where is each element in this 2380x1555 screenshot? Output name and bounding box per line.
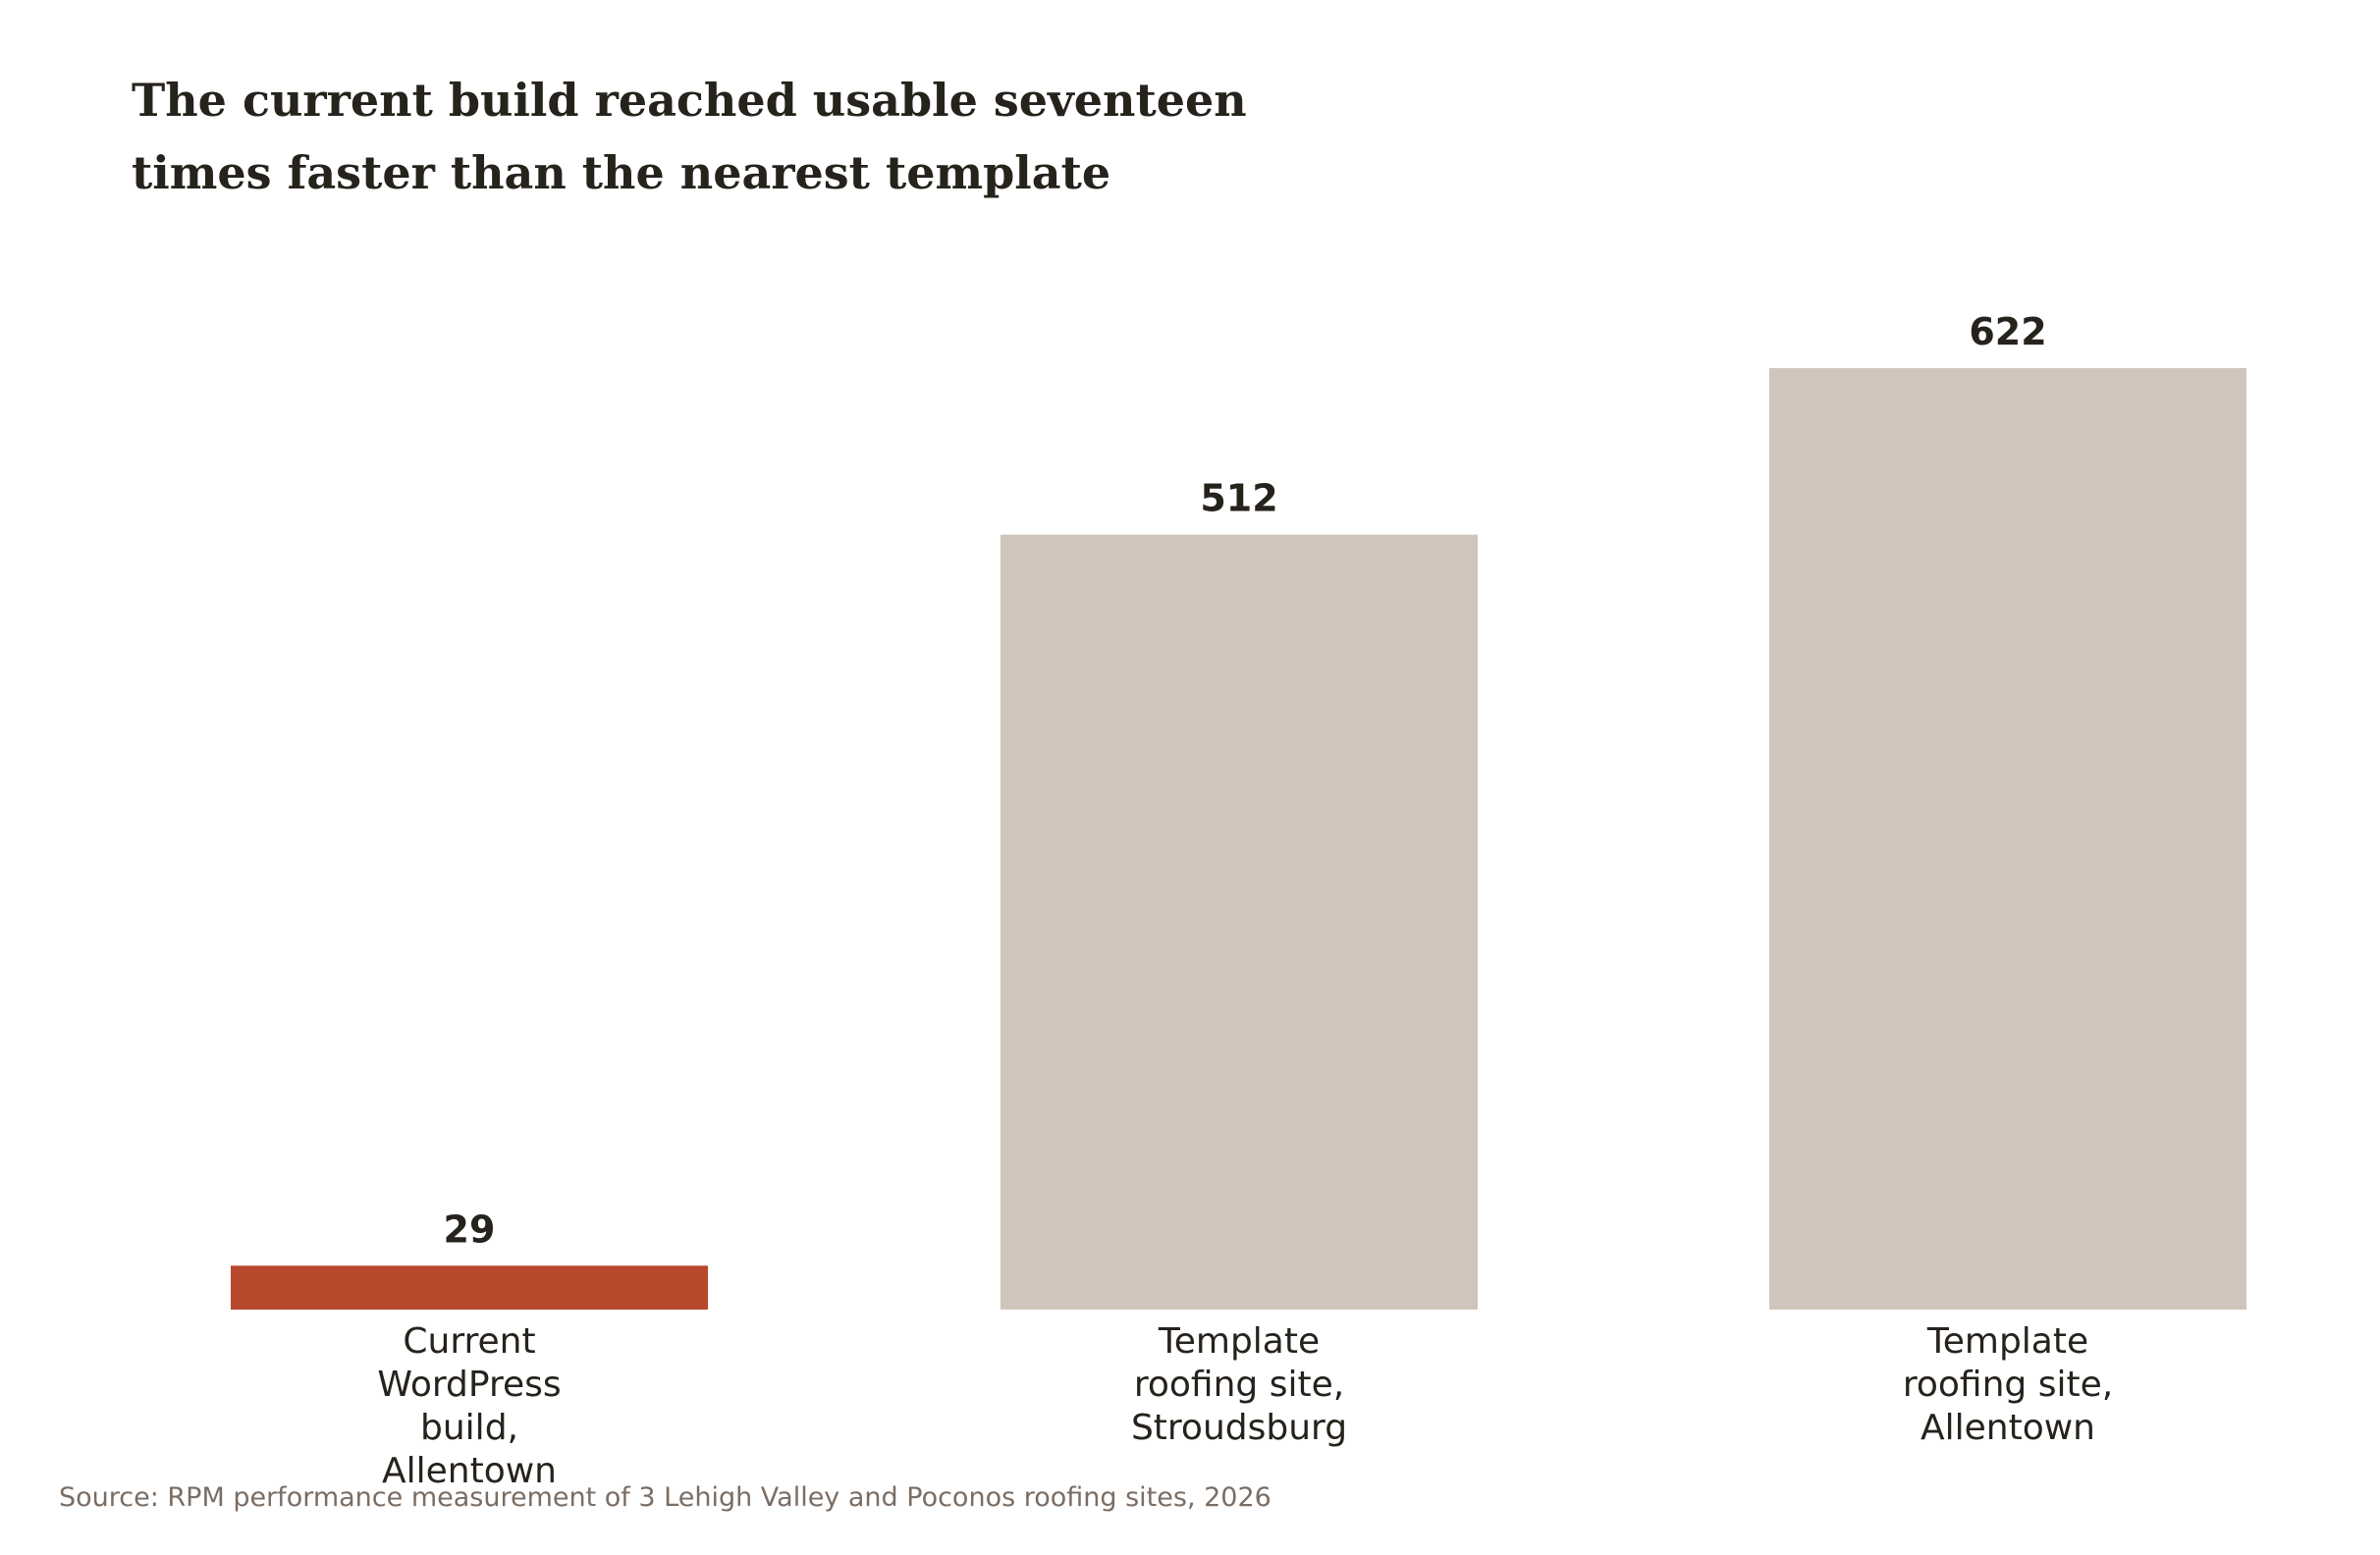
chart-title-line: The current build reached usable sevente… <box>132 74 1247 127</box>
category-label-line: Template <box>1926 1321 2088 1362</box>
category-label: Template roofing site, Stroudsburg <box>1131 1321 1347 1448</box>
category-label-line: Allentown <box>1920 1408 2095 1448</box>
chart-title: The current build reached usable sevente… <box>132 74 1247 199</box>
bars-group <box>231 368 2246 1310</box>
category-label-line: Template <box>1158 1321 1320 1362</box>
bar-value-label: 512 <box>1200 477 1277 520</box>
source-note: Source: RPM performance measurement of 3… <box>59 1482 1271 1513</box>
category-label: Current WordPress build, Allentown <box>377 1321 561 1491</box>
value-labels-group: 29 512 622 <box>444 310 2047 1251</box>
bar <box>231 1265 708 1310</box>
bar <box>1001 534 1478 1310</box>
category-label: Template roofing site, Allentown <box>1903 1321 2113 1448</box>
bar-value-label: 29 <box>444 1207 496 1251</box>
bar-value-label: 622 <box>1969 310 2046 353</box>
category-label-line: build, <box>420 1408 518 1448</box>
category-label-line: Allentown <box>382 1451 557 1491</box>
category-label-line: Stroudsburg <box>1131 1408 1347 1448</box>
category-label-line: WordPress <box>377 1365 561 1405</box>
category-label-line: roofing site, <box>1903 1365 2113 1405</box>
chart-title-line: times faster than the nearest template <box>132 146 1110 199</box>
category-label-line: roofing site, <box>1134 1365 1344 1405</box>
category-label-line: Current <box>403 1321 535 1362</box>
bar <box>1769 368 2246 1310</box>
